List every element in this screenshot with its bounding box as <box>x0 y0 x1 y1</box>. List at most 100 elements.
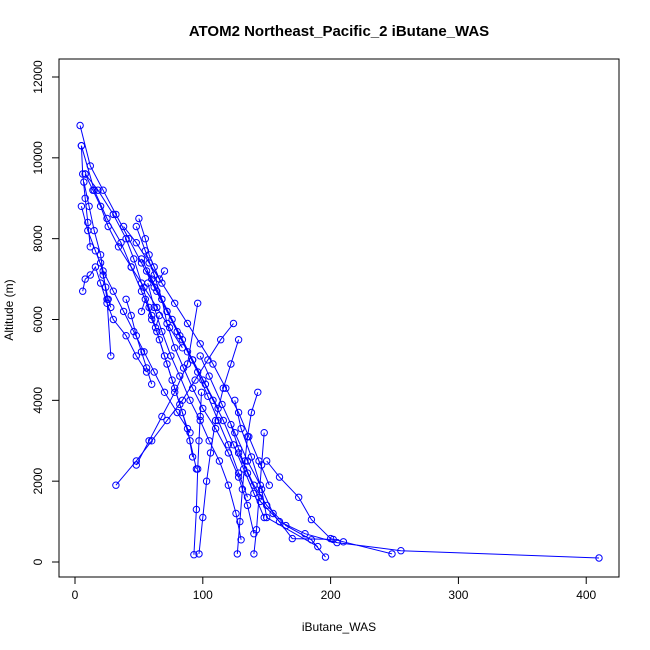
data-point <box>214 416 222 425</box>
data-point <box>245 433 253 441</box>
data-point <box>132 222 141 231</box>
data-point <box>155 275 164 283</box>
data-point <box>119 307 128 316</box>
data-point <box>86 271 95 279</box>
data-point <box>211 416 220 425</box>
data-point <box>250 489 258 497</box>
series-line <box>199 355 334 540</box>
series-line <box>198 339 240 554</box>
data-point <box>265 481 273 489</box>
data-point <box>183 319 192 328</box>
chart-title: ATOM2 Northeast_Pacific_2 iButane_WAS <box>189 23 489 40</box>
data-point <box>339 538 348 546</box>
series-line <box>84 173 183 349</box>
data-point <box>148 315 156 324</box>
data-point <box>214 404 222 413</box>
x-tick-label: 100 <box>193 588 213 602</box>
data-point <box>218 400 226 409</box>
data-point <box>192 465 201 473</box>
data-point <box>77 142 86 150</box>
data-point <box>171 344 179 352</box>
data-point <box>142 267 151 275</box>
y-tick-label: 10000 <box>31 141 45 175</box>
series-profile <box>76 121 222 413</box>
data-point <box>255 457 263 465</box>
x-axis-label: iButane_WAS <box>302 620 376 634</box>
data-point <box>190 551 198 559</box>
series-layer <box>76 121 603 562</box>
series-profile <box>96 259 115 312</box>
data-point <box>132 461 141 469</box>
data-point <box>107 303 115 312</box>
data-point <box>595 554 603 562</box>
data-point <box>224 481 233 489</box>
data-point <box>232 509 240 518</box>
y-axis-label: Altitude (m) <box>2 279 16 340</box>
data-point <box>140 283 148 291</box>
data-point <box>199 513 207 522</box>
data-point <box>165 323 174 332</box>
data-point <box>102 283 110 291</box>
data-point <box>329 535 337 544</box>
series-line <box>234 400 319 548</box>
x-tick-label: 200 <box>321 588 341 602</box>
series-profile <box>81 170 187 352</box>
data-point <box>196 416 204 425</box>
x-tick-label: 400 <box>576 588 596 602</box>
data-point <box>158 412 166 421</box>
data-point <box>109 210 118 219</box>
data-point <box>269 509 277 518</box>
data-point <box>112 481 120 489</box>
data-point <box>96 259 105 267</box>
data-point <box>107 352 115 360</box>
data-point <box>236 517 244 526</box>
data-point <box>94 186 102 194</box>
data-point <box>254 388 262 396</box>
data-point <box>137 348 146 356</box>
series-profile <box>233 388 262 558</box>
series-line <box>236 392 259 554</box>
data-point <box>196 352 204 360</box>
data-point <box>81 194 89 203</box>
x-tick-label: 0 <box>72 588 79 602</box>
data-point <box>77 202 86 211</box>
data-point <box>183 348 192 356</box>
series-profile <box>137 295 164 332</box>
data-point <box>109 315 118 324</box>
data-point <box>257 485 266 493</box>
data-point <box>160 267 169 275</box>
data-point <box>263 457 271 465</box>
series-line <box>266 460 393 555</box>
data-point <box>112 210 120 219</box>
data-point <box>90 226 98 235</box>
data-point <box>155 311 164 320</box>
x-axis: 0 100 200 300 400 <box>72 576 597 602</box>
data-point <box>145 437 153 445</box>
data-point <box>96 202 105 211</box>
data-point <box>176 372 184 380</box>
data-point <box>137 287 146 295</box>
data-point <box>142 364 151 372</box>
data-point <box>104 222 112 231</box>
data-point <box>186 396 194 404</box>
data-point <box>137 259 146 267</box>
data-point <box>125 235 133 243</box>
data-point <box>197 388 206 396</box>
data-point <box>188 356 197 364</box>
data-point <box>183 360 192 368</box>
y-tick-label: 6000 <box>31 306 45 333</box>
data-point <box>122 235 130 243</box>
data-point <box>388 550 396 558</box>
data-point <box>91 263 100 271</box>
data-point <box>86 162 95 170</box>
series-line <box>238 452 326 558</box>
data-point <box>307 536 316 544</box>
data-point <box>195 437 203 445</box>
data-point <box>122 295 130 303</box>
series-line <box>80 145 91 247</box>
data-point <box>160 352 169 360</box>
series-profile <box>250 429 268 558</box>
data-point <box>237 536 245 544</box>
data-point <box>127 311 135 320</box>
series-line <box>79 125 219 409</box>
